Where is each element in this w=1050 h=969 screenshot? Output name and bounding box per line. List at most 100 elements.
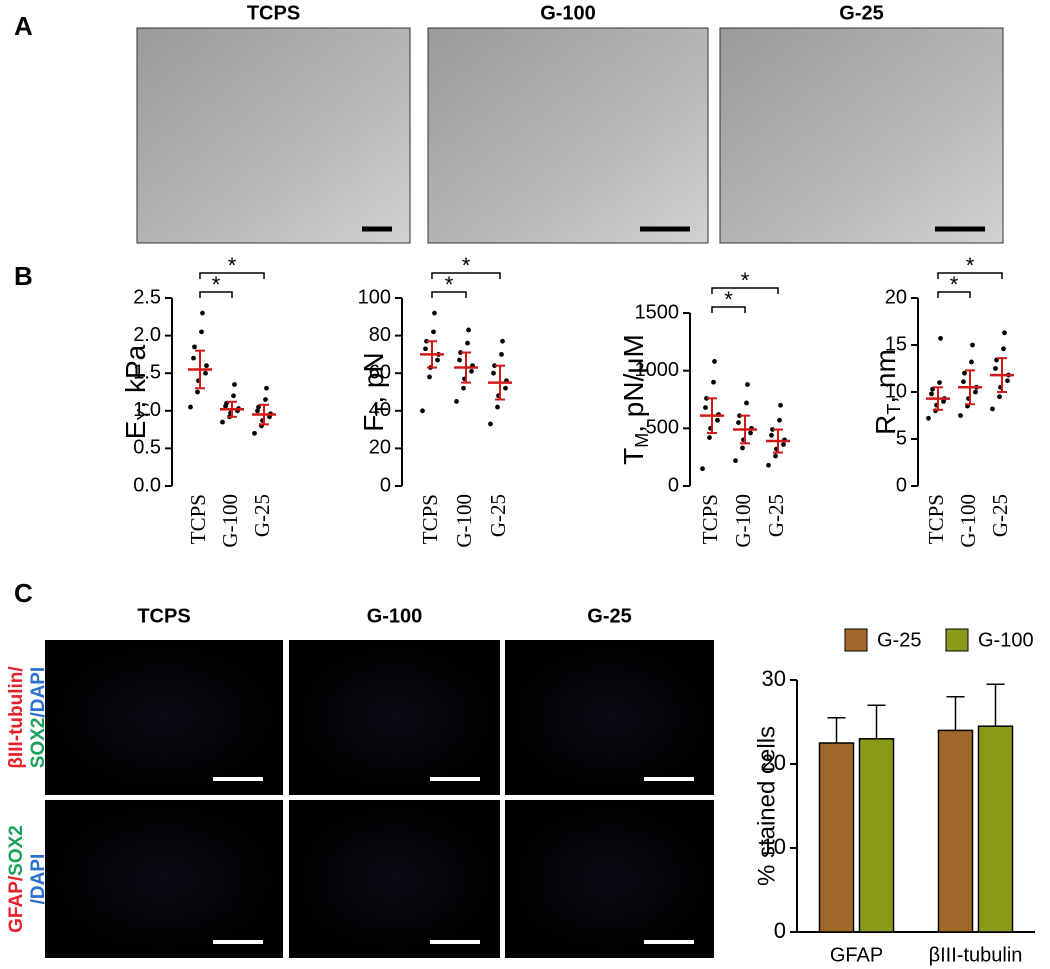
data-point xyxy=(188,404,193,410)
data-point xyxy=(736,420,741,425)
y-tick-label: 500 xyxy=(646,417,679,439)
micrograph xyxy=(427,27,709,244)
data-point xyxy=(199,329,204,335)
y-label-main: R xyxy=(870,415,901,435)
data-point xyxy=(492,363,497,369)
x-tick-label: G-25 xyxy=(764,494,788,537)
data-point xyxy=(495,404,500,410)
y-label-rest: , nm xyxy=(870,349,901,403)
data-point xyxy=(961,379,966,385)
y-tick-label: 1000 xyxy=(635,359,680,381)
data-point xyxy=(220,419,225,425)
row-label: βIII-tubulin/ xyxy=(6,666,27,769)
data-point xyxy=(773,453,778,459)
y-tick-label: 1.0 xyxy=(133,399,161,421)
data-point xyxy=(466,327,471,333)
fluorescence-image xyxy=(505,800,714,958)
data-point xyxy=(769,432,774,438)
x-tick-label: TCPS xyxy=(418,494,442,544)
y-label-sub: M xyxy=(632,433,652,448)
data-point xyxy=(990,406,995,412)
y-tick-label: 0 xyxy=(896,474,907,496)
data-point xyxy=(432,310,437,316)
y-tick-label: 80 xyxy=(369,324,391,346)
data-point xyxy=(733,458,738,464)
panel-label: A xyxy=(14,11,33,41)
data-point xyxy=(711,379,716,385)
fluorescence-image xyxy=(505,640,714,795)
data-point xyxy=(969,359,974,365)
x-tick-label: TCPS xyxy=(698,494,722,544)
data-point xyxy=(231,393,236,399)
y-tick-label: 0 xyxy=(774,918,786,943)
x-tick-label: G-25 xyxy=(250,494,274,537)
significance-label: * xyxy=(950,272,959,297)
fluorescence-image xyxy=(289,800,500,958)
bar xyxy=(818,742,855,933)
row-label-part: SOX2 xyxy=(28,717,49,768)
x-tick-label: G-100 xyxy=(452,494,476,548)
bar xyxy=(858,738,895,933)
y-tick-label: 100 xyxy=(358,286,391,308)
data-point xyxy=(745,382,750,387)
y-axis-label: % stained cells xyxy=(753,726,780,886)
row-label: SOX2/DAPI xyxy=(28,667,49,768)
data-point xyxy=(1002,330,1007,336)
data-point xyxy=(264,385,269,391)
data-point xyxy=(712,359,717,364)
data-point xyxy=(766,462,771,468)
y-label-main: E xyxy=(120,421,151,440)
data-point xyxy=(458,350,463,355)
data-point xyxy=(993,366,998,371)
x-tick-label: G-100 xyxy=(731,494,755,548)
significance-label: * xyxy=(724,287,733,312)
data-point xyxy=(200,310,205,316)
significance-bracket xyxy=(711,287,779,294)
y-axis-label: TM, pN/μM xyxy=(618,334,651,465)
row-label-part: GFAP/ xyxy=(6,875,27,933)
legend-swatch xyxy=(844,628,868,652)
significance-label: * xyxy=(462,253,471,278)
significance-bracket xyxy=(937,272,1003,279)
data-point xyxy=(232,382,237,387)
image-title: G-25 xyxy=(587,605,631,627)
data-point xyxy=(491,370,496,376)
data-point xyxy=(469,368,474,374)
image-title: G-25 xyxy=(839,2,883,24)
significance-label: * xyxy=(212,272,221,297)
data-point xyxy=(962,370,967,376)
data-point xyxy=(997,394,1002,400)
x-tick-label: G-25 xyxy=(486,494,510,537)
significance-label: * xyxy=(445,272,454,297)
row-label-part: βIII-tubulin/ xyxy=(6,666,27,769)
panel-label: B xyxy=(14,261,33,291)
x-tick-label: G-100 xyxy=(218,494,242,548)
data-point xyxy=(744,400,749,406)
data-point xyxy=(420,408,425,414)
data-point xyxy=(707,435,712,440)
significance-bracket xyxy=(431,272,501,279)
image-title: G-100 xyxy=(540,2,596,24)
data-point xyxy=(700,466,705,472)
y-axis-label: RT, nm xyxy=(870,349,903,435)
x-tick-label: G-100 xyxy=(956,494,980,548)
y-tick-label: 20 xyxy=(762,750,786,775)
data-point xyxy=(1005,378,1010,384)
data-point xyxy=(703,405,708,410)
data-point xyxy=(454,399,459,404)
y-tick-label: 10 xyxy=(762,834,786,859)
x-tick-label: TCPS xyxy=(186,494,210,544)
significance-bracket xyxy=(199,272,265,279)
data-point xyxy=(938,336,943,341)
data-point xyxy=(740,445,745,451)
data-point xyxy=(435,357,440,363)
fluorescence-image xyxy=(45,640,283,795)
y-tick-label: 1500 xyxy=(635,301,680,323)
data-point xyxy=(777,417,782,423)
y-label-main: T xyxy=(618,448,649,465)
micrograph xyxy=(136,27,411,244)
y-label-sub: T xyxy=(372,404,392,415)
data-point xyxy=(427,374,432,380)
data-point xyxy=(488,421,493,427)
